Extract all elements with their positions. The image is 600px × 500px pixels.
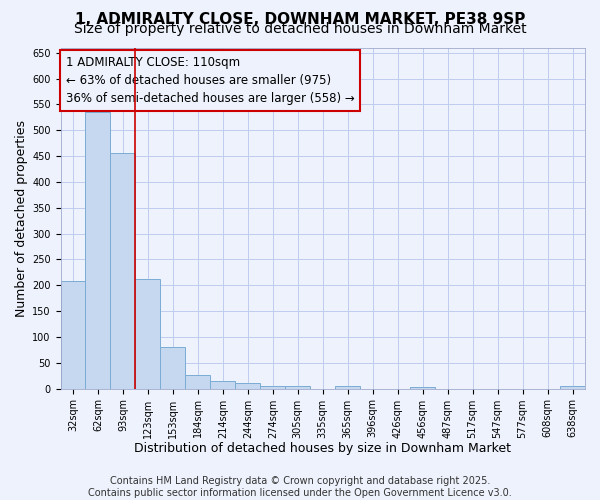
Bar: [560, 386, 585, 388]
Text: 1, ADMIRALTY CLOSE, DOWNHAM MARKET, PE38 9SP: 1, ADMIRALTY CLOSE, DOWNHAM MARKET, PE38…: [75, 12, 525, 28]
Bar: [335, 386, 360, 388]
Bar: [160, 346, 185, 389]
Text: Size of property relative to detached houses in Downham Market: Size of property relative to detached ho…: [74, 22, 526, 36]
Bar: [110, 154, 136, 388]
Bar: [136, 279, 160, 388]
Bar: [260, 386, 285, 388]
Bar: [235, 383, 260, 388]
Bar: [85, 112, 110, 388]
Bar: [61, 281, 85, 388]
Bar: [410, 386, 435, 388]
Bar: [285, 386, 310, 388]
Title: 1, ADMIRALTY CLOSE, DOWNHAM MARKET, PE38 9SP
Size of property relative to detach: 1, ADMIRALTY CLOSE, DOWNHAM MARKET, PE38…: [0, 499, 1, 500]
Bar: [211, 382, 235, 388]
Text: Contains HM Land Registry data © Crown copyright and database right 2025.
Contai: Contains HM Land Registry data © Crown c…: [88, 476, 512, 498]
Bar: [185, 375, 211, 388]
Y-axis label: Number of detached properties: Number of detached properties: [15, 120, 28, 316]
X-axis label: Distribution of detached houses by size in Downham Market: Distribution of detached houses by size …: [134, 442, 511, 455]
Text: 1 ADMIRALTY CLOSE: 110sqm
← 63% of detached houses are smaller (975)
36% of semi: 1 ADMIRALTY CLOSE: 110sqm ← 63% of detac…: [66, 56, 355, 105]
